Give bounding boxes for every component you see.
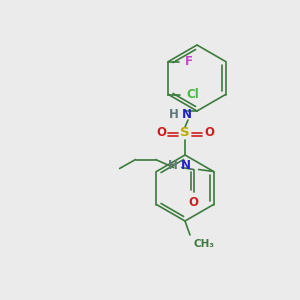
Text: N: N bbox=[181, 159, 190, 172]
Text: N: N bbox=[182, 109, 192, 122]
Text: S: S bbox=[180, 127, 190, 140]
Text: O: O bbox=[204, 127, 214, 140]
Text: H: H bbox=[169, 109, 179, 122]
Text: Cl: Cl bbox=[186, 88, 199, 101]
Text: F: F bbox=[184, 55, 192, 68]
Text: O: O bbox=[189, 196, 199, 208]
Text: CH₃: CH₃ bbox=[193, 239, 214, 249]
Text: H: H bbox=[168, 159, 178, 172]
Text: O: O bbox=[156, 127, 166, 140]
